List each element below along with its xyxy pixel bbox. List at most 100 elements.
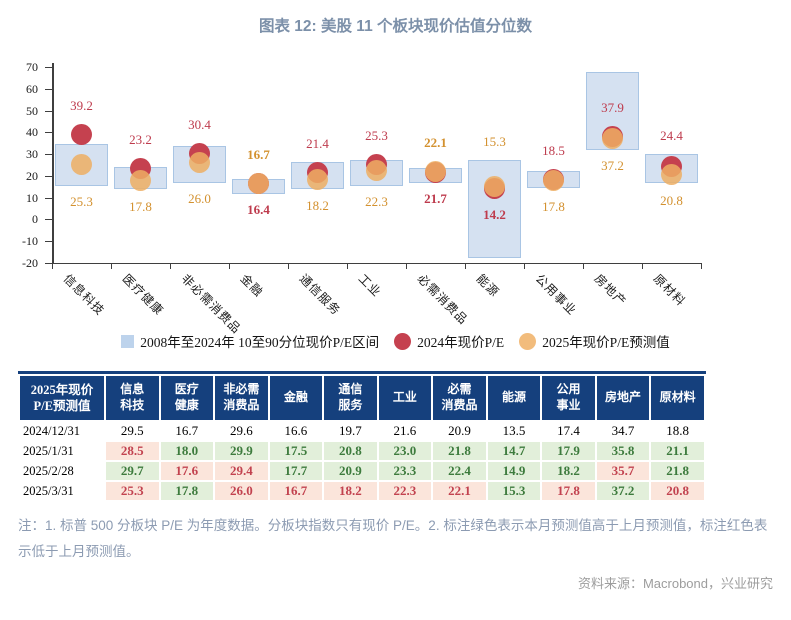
value-cell: 22.1 xyxy=(433,482,486,500)
value-cell: 21.1 xyxy=(651,442,704,460)
value-cell: 18.0 xyxy=(160,442,214,460)
y-axis-tick-label: 10 xyxy=(26,190,38,205)
value-cell: 35.8 xyxy=(596,442,650,460)
legend-item-2024: 2024年现价P/E xyxy=(394,331,504,351)
note-text: 注：1. 标普 500 分板块 P/E 为年度数据。分板块指数只有现价 P/E。… xyxy=(18,518,768,560)
y-axis-tick-label: -20 xyxy=(22,255,38,270)
legend-label-range: 2008年至2024年 10至90分位现价P/E区间 xyxy=(140,335,380,350)
value-cell: 29.4 xyxy=(215,462,268,480)
x-axis-label: 工业 xyxy=(355,271,384,300)
value-cell: 18.2 xyxy=(542,462,595,480)
date-cell: 2025/3/31 xyxy=(23,483,74,498)
legend-label-2024: 2024年现价P/E xyxy=(417,335,505,350)
value-label-2025: 18.2 xyxy=(306,198,329,214)
value-cell: 17.9 xyxy=(542,442,595,460)
y-axis-tick-label: 70 xyxy=(26,60,38,75)
value-label-2024: 24.4 xyxy=(660,128,683,144)
dot-2025 xyxy=(543,170,564,192)
y-axis-tick-label: 40 xyxy=(26,125,38,140)
x-axis-tick xyxy=(52,262,53,269)
value-cell: 13.5 xyxy=(502,423,526,438)
y-axis-tick xyxy=(45,240,52,242)
table-header-cell: 信息 科技 xyxy=(106,376,159,420)
value-label-2024: 14.2 xyxy=(483,206,506,222)
table-header-cell: 工业 xyxy=(378,376,432,420)
range-swatch-icon xyxy=(121,334,135,348)
table-header-cell: 能源 xyxy=(487,376,541,420)
y-axis-tick xyxy=(45,67,52,69)
x-axis-label: 能源 xyxy=(473,271,502,300)
x-axis-label: 通信服务 xyxy=(296,271,343,318)
table-body: 2024/12/31 29.5 16.7 29.6 16.6 19.7 21.6 20.9 13… xyxy=(20,422,704,500)
value-cell: 20.8 xyxy=(651,482,704,500)
value-cell: 34.7 xyxy=(611,423,635,438)
y-axis-tick xyxy=(45,89,52,90)
value-cell: 26.0 xyxy=(215,482,268,500)
x-axis-tick xyxy=(701,262,702,269)
x-axis-label: 房地产 xyxy=(591,271,629,309)
value-label-2024: 18.5 xyxy=(542,142,565,158)
dot-2025-swatch-icon xyxy=(519,332,537,350)
value-cell: 35.7 xyxy=(596,462,650,480)
value-cell: 16.7 xyxy=(175,423,199,438)
table-row: 2025/2/28 29.7 17.6 29.4 17.7 20.9 23.3 22.4 14.… xyxy=(20,462,704,480)
value-cell: 21.6 xyxy=(393,423,417,438)
x-axis-tick xyxy=(111,262,112,269)
y-axis-tick xyxy=(45,219,52,221)
value-cell: 23.3 xyxy=(378,462,432,480)
value-cell: 16.7 xyxy=(269,482,323,500)
value-cell: 15.3 xyxy=(487,482,541,500)
pe-percentile-chart: 70 60 50 40 30 20 10 0 -10 -20 39.2 25.3 23.2 17.8 30.… xyxy=(0,55,791,336)
chart-legend: 2008年至2024年 10至90分位现价P/E区间 2024年现价P/E 20… xyxy=(0,331,791,351)
value-label-2025: 17.8 xyxy=(542,199,565,215)
x-axis-tick xyxy=(642,262,643,269)
dot-2025 xyxy=(366,160,387,182)
table-header-cell: 公用 事业 xyxy=(542,376,595,420)
y-axis-tick xyxy=(45,132,52,134)
value-cell: 17.6 xyxy=(160,462,214,480)
value-cell: 17.7 xyxy=(269,462,323,480)
x-axis-tick xyxy=(288,262,289,269)
dot-2024 xyxy=(71,123,92,145)
table-header-cell: 通信 服务 xyxy=(324,376,377,420)
value-label-2024: 39.2 xyxy=(70,97,93,113)
x-axis-label: 原材料 xyxy=(650,271,688,309)
value-cell: 29.6 xyxy=(229,423,253,438)
value-cell: 20.8 xyxy=(324,442,377,460)
dot-2025 xyxy=(602,128,623,149)
value-label-2024: 16.4 xyxy=(247,202,270,218)
dot-2025 xyxy=(484,175,505,197)
y-axis-line xyxy=(52,63,54,264)
value-label-2025: 15.3 xyxy=(483,134,506,150)
date-cell: 2025/1/31 xyxy=(23,443,74,458)
x-axis-tick xyxy=(524,262,525,269)
table-header-cell: 原材料 xyxy=(651,376,704,420)
table-header-row: 2025年现价 P/E预测值 信息 科技 医疗 健康 非必需 消费品 金融 通信 服务 工业… xyxy=(20,376,704,420)
value-label-2025: 37.2 xyxy=(601,158,624,174)
value-cell: 18.2 xyxy=(324,482,377,500)
x-axis-label: 金融 xyxy=(237,271,266,300)
value-cell: 28.5 xyxy=(106,442,159,460)
value-cell: 25.3 xyxy=(106,482,159,500)
value-cell: 22.3 xyxy=(378,482,432,500)
date-cell: 2024/12/31 xyxy=(23,423,80,438)
y-axis-tick-label: 50 xyxy=(26,103,38,118)
date-cell: 2025/2/28 xyxy=(23,463,74,478)
value-label-2024: 23.2 xyxy=(129,132,152,148)
y-axis-tick-label: -10 xyxy=(22,233,38,248)
value-label-2025: 26.0 xyxy=(188,190,211,206)
value-cell: 23.0 xyxy=(378,442,432,460)
value-label-2024: 30.4 xyxy=(188,116,211,132)
x-axis-tick xyxy=(347,262,348,269)
value-label-2024: 21.4 xyxy=(306,136,329,152)
y-axis-tick xyxy=(45,175,52,177)
legend-item-2025: 2025年现价P/E预测值 xyxy=(519,331,670,351)
value-label-2025: 16.7 xyxy=(247,146,270,162)
value-label-2025: 25.3 xyxy=(70,194,93,210)
y-axis-tick-label: 0 xyxy=(32,212,38,227)
value-label-2025: 22.3 xyxy=(365,194,388,210)
value-cell: 20.9 xyxy=(324,462,377,480)
page-title: 图表 12: 美股 11 个板块现价估值分位数 xyxy=(258,18,532,35)
value-label-2025: 17.8 xyxy=(129,199,152,215)
value-label-2025: 20.8 xyxy=(660,192,683,208)
